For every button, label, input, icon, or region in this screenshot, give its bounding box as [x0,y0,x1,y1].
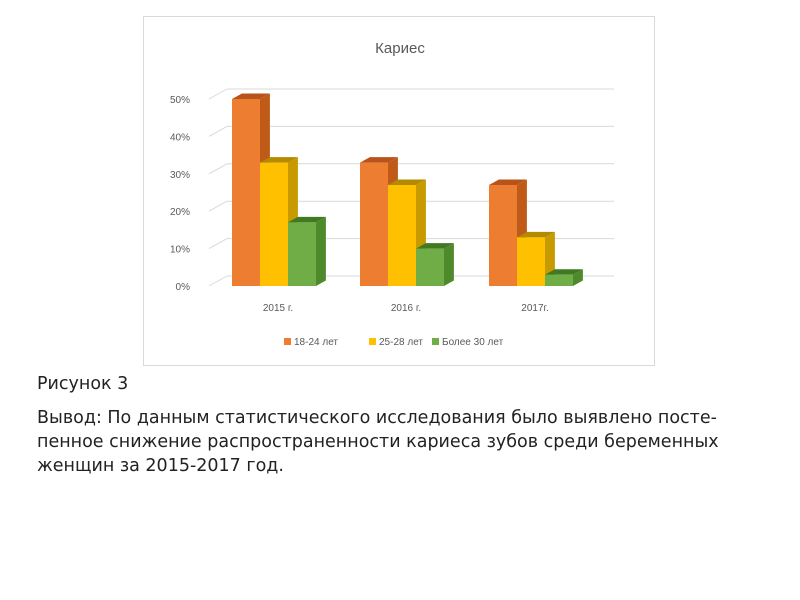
bar-2 [416,248,444,286]
bar-side-2 [573,269,583,286]
gridline-depth [208,238,228,250]
legend-swatch-2 [432,338,439,345]
bar-2 [545,274,573,286]
gridline-depth [208,200,228,212]
bar-1 [517,237,545,286]
bar-top-1 [260,157,298,163]
figure-caption: Рисунок 3 [37,374,129,394]
x-tick-label: 2016 г. [391,303,421,314]
bar-top-0 [232,93,270,99]
y-tick-label: 0% [176,282,191,293]
bar-top-0 [489,179,527,186]
y-tick-label: 20% [170,207,190,218]
bar-side-2 [316,216,326,286]
bar-side-2 [444,243,454,286]
bar-top-2 [545,269,583,275]
legend-label-2: Более 30 лет [442,337,504,348]
legend-label-0: 18-24 лет [294,337,338,348]
chart-title: Кариес [375,40,425,57]
gridline-depth [208,125,228,137]
y-tick-label: 50% [170,95,190,106]
bar-1 [260,162,288,286]
bar-0 [232,99,260,286]
bar-top-1 [388,179,426,186]
gridline-depth [208,88,228,100]
x-tick-label: 2017г. [521,303,548,314]
bar-0 [489,185,517,286]
legend-label-1: 25-28 лет [379,337,423,348]
conclusion-text: Вывод: По данным статистического исследо… [37,408,719,476]
gridline-depth [208,163,228,175]
y-tick-label: 40% [170,132,190,143]
bar-top-1 [517,231,555,238]
bar-1 [388,185,416,286]
gridline-depth [208,275,228,287]
bar-0 [360,162,388,286]
chart-container: Кариес 0% 10% 20% 30% 40% 50% 2015 г. 2016 г. 201… [143,16,655,366]
legend-swatch-0 [284,338,291,345]
chart-svg: Кариес 0% 10% 20% 30% 40% 50% 2015 г. 2016 г. 201… [170,40,614,348]
bar-top-2 [288,216,326,223]
bar-2 [288,222,316,286]
legend-swatch-1 [369,338,376,345]
bar-top-2 [416,243,454,249]
y-tick-label: 10% [170,245,190,256]
x-tick-label: 2015 г. [263,303,293,314]
bar-top-0 [360,157,398,163]
y-tick-label: 30% [170,170,190,181]
